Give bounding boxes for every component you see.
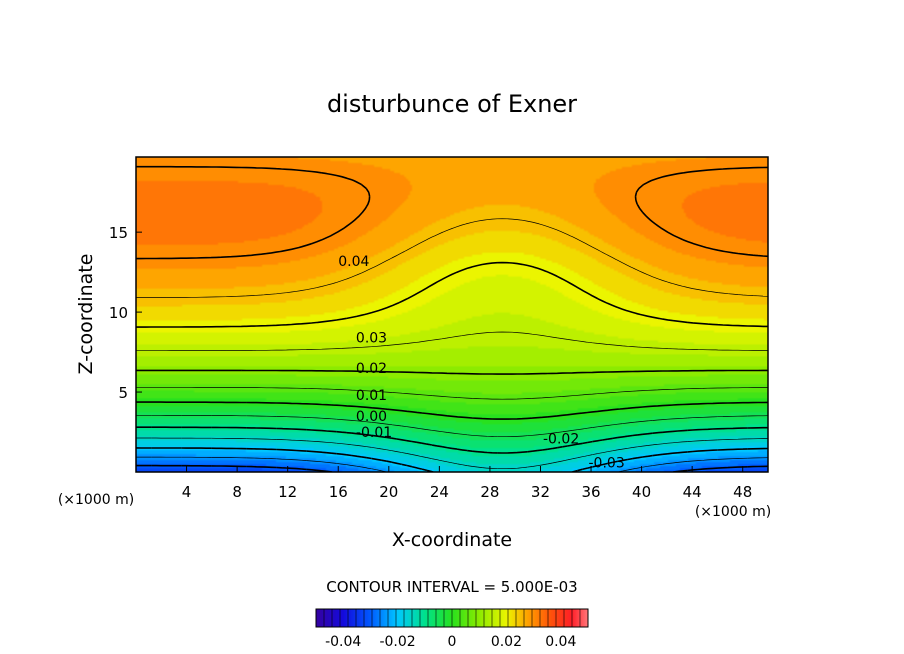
x-axis-ticks: 4 8 12 16 20 24 28 32 36 40 44 48 (182, 466, 752, 501)
contour-label: -0.01 (356, 425, 392, 441)
contour-line (136, 261, 768, 328)
x-tick-label: 32 (531, 483, 550, 501)
colorbar-tick-label: -0.02 (379, 634, 415, 650)
y-axis-ticks: 5 10 15 (109, 224, 142, 402)
x-unit-label-left: (×1000 m) (58, 492, 134, 508)
contour-line (136, 218, 768, 298)
y-tick-label: 5 (118, 384, 128, 402)
colorbar-tick-label: -0.04 (325, 634, 361, 650)
contour-line (136, 414, 768, 438)
contour-label: -0.02 (543, 431, 579, 447)
contour-label: 0.01 (356, 388, 387, 404)
x-tick-label: 16 (329, 483, 348, 501)
contour-line (136, 464, 768, 472)
x-axis-label: X-coordinate (392, 529, 512, 551)
contour-label: 0.00 (356, 409, 387, 425)
contour-line (136, 401, 768, 420)
x-tick-label: 4 (182, 483, 192, 501)
x-tick-label: 36 (581, 483, 600, 501)
contour-label: -0.03 (589, 455, 625, 471)
y-tick-label: 15 (109, 224, 128, 242)
chart-title: disturbunce of Exner (327, 90, 577, 118)
x-tick-label: 20 (379, 483, 398, 501)
contour-lines (136, 165, 768, 472)
plot-area: 0.04 0.03 0.02 0.01 0.00-0.01 -0.02 -0.03 (136, 157, 768, 472)
plot-frame (135, 156, 769, 473)
x-tick-label: 44 (683, 483, 702, 501)
contour-label: 0.03 (356, 331, 387, 347)
colorbar-tick-labels: -0.04 -0.02 0 0.02 0.04 (325, 634, 576, 650)
y-axis-label: Z-coordinate (75, 254, 97, 375)
x-tick-label: 24 (430, 483, 449, 501)
contour-line (136, 456, 768, 472)
contour-label: 0.02 (356, 361, 387, 377)
colorbar-stripes (323, 609, 581, 627)
contour-line (136, 426, 768, 454)
contour-labels: 0.04 0.03 0.02 0.01 0.00-0.01 -0.02 -0.03 (338, 254, 625, 471)
x-tick-label: 8 (232, 483, 242, 501)
colorbar-tick-label: 0.02 (491, 634, 522, 650)
x-tick-label: 12 (278, 483, 297, 501)
contour-line (136, 165, 768, 260)
contour-line (136, 447, 768, 472)
colorbar-tick-label: 0 (448, 634, 457, 650)
x-unit-label-right: (×1000 m) (695, 504, 771, 520)
x-tick-label: 40 (632, 483, 651, 501)
field-shading (136, 157, 768, 472)
contour-line (136, 331, 768, 352)
x-tick-label: 28 (480, 483, 499, 501)
y-tick-label: 10 (109, 304, 128, 322)
x-tick-label: 48 (733, 483, 752, 501)
contour-line (136, 437, 768, 470)
colorbar: -0.04 -0.02 0 0.02 0.04 (315, 608, 589, 650)
colorbar-tick-label: 0.04 (545, 634, 576, 650)
contour-line (136, 386, 768, 400)
contour-interval-label: CONTOUR INTERVAL = 5.000E-03 (326, 578, 577, 596)
contour-label: 0.04 (338, 254, 369, 270)
colorbar-frame (315, 608, 589, 628)
contour-line (136, 369, 768, 375)
